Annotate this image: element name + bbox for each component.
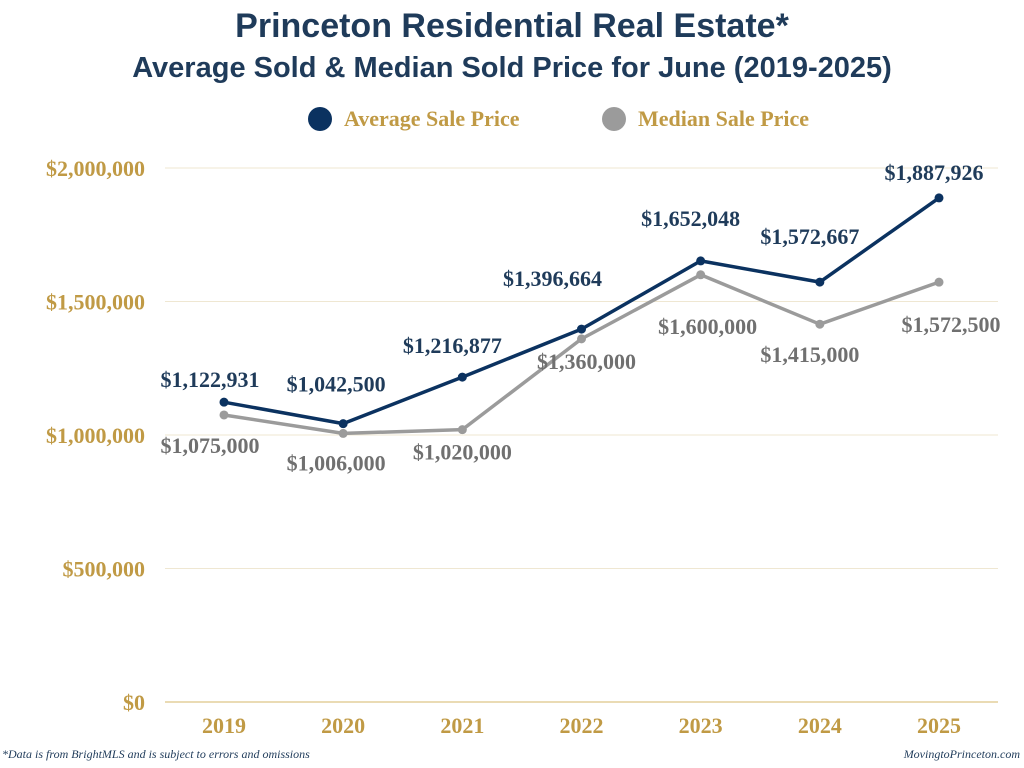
chart-title: Princeton Residential Real Estate* — [235, 7, 789, 45]
legend-item-median: Median Sale Price — [602, 104, 809, 134]
y-tick-label: $0 — [123, 690, 145, 715]
legend-marker-median-icon — [602, 107, 626, 131]
legend-label-average: Average Sale Price — [344, 106, 520, 131]
legend-item-average: Average Sale Price — [308, 104, 520, 134]
y-tick-label: $500,000 — [63, 557, 146, 582]
data-label-median: $1,415,000 — [760, 342, 859, 367]
data-point-average — [934, 193, 944, 203]
data-point-median — [696, 270, 706, 280]
footer-note: *Data is from BrightMLS and is subject t… — [2, 747, 310, 761]
x-axis-ticks: 2019 2020 2021 2022 2023 2024 2025 — [202, 713, 961, 738]
data-point-average — [338, 419, 348, 429]
data-label-average: $1,887,926 — [885, 160, 984, 185]
x-tick-label: 2024 — [798, 713, 842, 738]
data-label-average: $1,122,931 — [161, 367, 260, 392]
x-tick-label: 2021 — [440, 713, 484, 738]
data-label-average: $1,572,667 — [760, 224, 859, 249]
x-tick-label: 2025 — [917, 713, 961, 738]
data-label-average: $1,396,664 — [503, 266, 602, 291]
series — [219, 193, 944, 438]
data-point-average — [457, 372, 467, 382]
data-point-median — [934, 277, 944, 287]
data-label-average: $1,216,877 — [403, 333, 502, 358]
y-tick-label: $2,000,000 — [46, 156, 145, 181]
data-point-average — [577, 324, 586, 334]
legend: Average Sale Price Median Sale Price — [0, 104, 1024, 134]
data-point-median — [457, 425, 467, 435]
data-point-median — [338, 428, 348, 438]
y-axis-ticks: $0 $500,000 $1,000,000 $1,500,000 $2,000,000 — [46, 156, 145, 715]
data-point-average — [219, 397, 229, 407]
footer-source: MovingtoPrinceton.com — [903, 747, 1020, 761]
data-point-median — [815, 319, 825, 329]
gridlines — [165, 167, 998, 703]
data-labels: $1,122,931 $1,042,500 $1,216,877 $1,396,664… — [161, 160, 1001, 475]
data-point-median — [577, 334, 586, 344]
legend-marker-average-icon — [308, 107, 332, 131]
data-point-average — [696, 256, 706, 266]
data-label-median: $1,572,500 — [902, 312, 1001, 337]
data-label-median: $1,600,000 — [658, 314, 757, 339]
x-tick-label: 2022 — [560, 713, 604, 738]
data-label-median: $1,360,000 — [537, 349, 636, 374]
y-tick-label: $1,500,000 — [46, 290, 145, 315]
data-label-average: $1,652,048 — [641, 206, 740, 231]
x-tick-label: 2023 — [679, 713, 723, 738]
data-label-median: $1,020,000 — [413, 440, 512, 465]
data-point-average — [815, 277, 825, 287]
x-tick-label: 2019 — [202, 713, 246, 738]
data-point-median — [219, 410, 229, 420]
data-label-median: $1,075,000 — [161, 433, 260, 458]
data-label-average: $1,042,500 — [287, 372, 386, 397]
chart-subtitle: Average Sold & Median Sold Price for Jun… — [132, 52, 892, 84]
data-label-median: $1,006,000 — [287, 450, 386, 475]
legend-label-median: Median Sale Price — [638, 106, 810, 131]
y-tick-label: $1,000,000 — [46, 423, 145, 448]
x-tick-label: 2020 — [321, 713, 365, 738]
